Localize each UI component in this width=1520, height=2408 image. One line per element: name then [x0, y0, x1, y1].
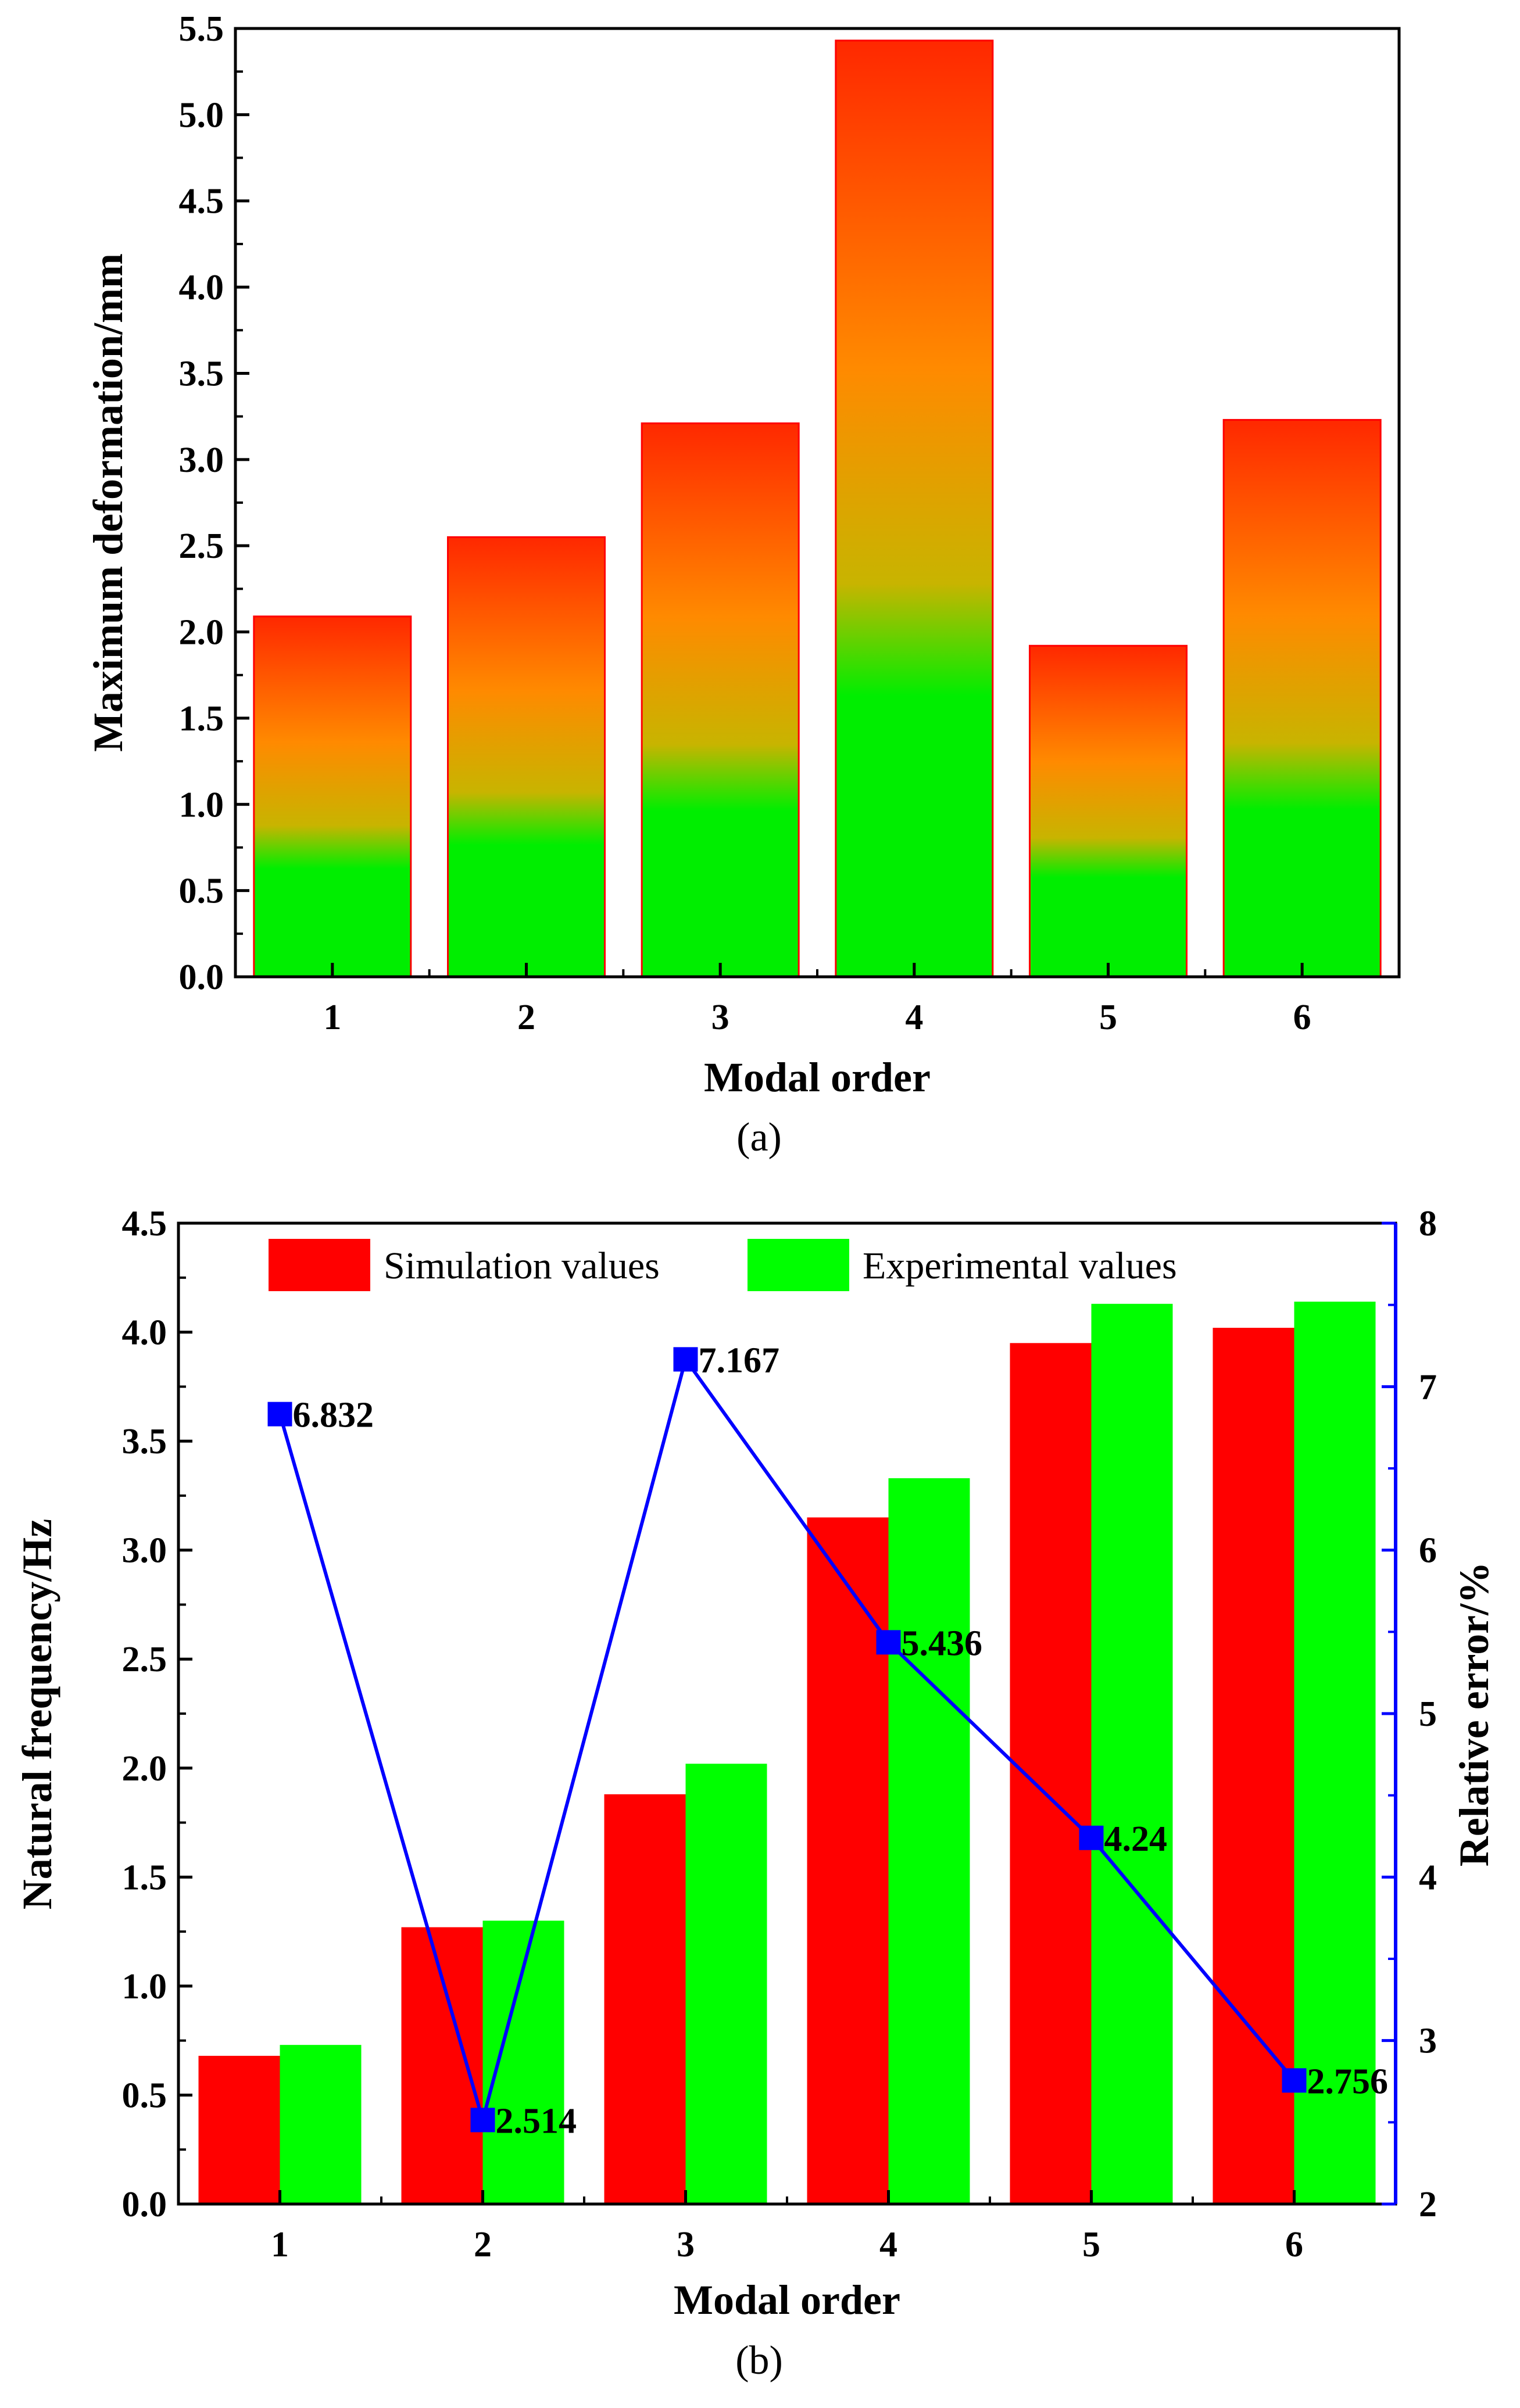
a-x-tick-label: 4 — [905, 998, 923, 1037]
error-data-label: 7.167 — [699, 1341, 780, 1380]
a-x-tick-label: 6 — [1293, 998, 1311, 1037]
error-marker-3 — [673, 1347, 698, 1372]
a-y-tick-label: 0.0 — [179, 958, 224, 997]
a-x-tick-label: 2 — [517, 998, 535, 1037]
b-exp-bar-1 — [280, 2045, 362, 2204]
b-y-tick-label-left: 2.5 — [122, 1640, 167, 1679]
a-y-tick-label: 3.5 — [179, 354, 224, 393]
b-sim-bar-6 — [1213, 1328, 1294, 2204]
a-y-ticks: 0.0 0.5 1.0 1.5 2.0 2.5 3.0 3.5 4.0 4.5 5.0 5.5 — [179, 9, 249, 997]
a-x-tick-label: 5 — [1099, 998, 1117, 1037]
b-x-tick-label: 4 — [879, 2225, 897, 2264]
a-bars — [253, 40, 1382, 978]
a-y-tick-label: 2.5 — [179, 526, 224, 566]
a-y-tick-label: 0.5 — [179, 872, 224, 911]
panel-a-caption: (a) — [736, 1115, 782, 1160]
b-y-tick-label-right: 6 — [1419, 1531, 1437, 1571]
a-bar-1 — [253, 615, 412, 978]
error-data-label: 2.756 — [1307, 2062, 1389, 2101]
b-exp-bar-4 — [888, 1478, 970, 2204]
b-y-tick-label-left: 3.0 — [122, 1531, 167, 1571]
b-x-tick-label: 2 — [474, 2225, 492, 2264]
b-y-tick-label-right: 8 — [1419, 1204, 1437, 1244]
b-x-tick-label: 5 — [1082, 2225, 1100, 2264]
a-y-tick-label: 3.0 — [179, 440, 224, 480]
a-bar-2 — [447, 536, 606, 978]
b-x-tick-label: 6 — [1285, 2225, 1303, 2264]
legend-swatch-simulation — [269, 1239, 370, 1291]
a-bar-3 — [641, 422, 800, 978]
b-y-tick-label-left: 0.0 — [122, 2185, 167, 2224]
b-sim-bar-1 — [198, 2055, 280, 2204]
b-y-tick-label-left: 3.5 — [122, 1422, 167, 1461]
error-data-label: 2.514 — [496, 2101, 577, 2141]
b-sim-bar-3 — [604, 1794, 686, 2204]
b-x-ticks: 1 2 3 4 5 6 — [271, 2190, 1303, 2264]
a-x-ticks: 1 2 3 4 5 6 — [323, 963, 1311, 1037]
b-y-tick-label-right: 3 — [1419, 2022, 1437, 2061]
b-y-ticks-right: 2 3 4 5 6 7 8 — [1382, 1204, 1437, 2224]
panel-b-caption: (b) — [735, 2338, 783, 2383]
b-x-tick-label: 1 — [271, 2225, 289, 2264]
a-y-tick-label: 5.0 — [179, 95, 224, 135]
b-error-line: 6.832 2.514 7.167 5.436 4.24 2.756 — [267, 1341, 1389, 2141]
legend-label-experimental: Experimental values — [863, 1245, 1177, 1287]
a-y-tick-label: 5.5 — [179, 9, 224, 49]
a-x-tick-label: 3 — [711, 998, 729, 1037]
a-bar-4 — [835, 40, 994, 978]
a-y-tick-label: 1.0 — [179, 785, 224, 825]
b-y-tick-label-left: 4.0 — [122, 1313, 167, 1353]
b-y-tick-label-left: 1.0 — [122, 1967, 167, 2006]
error-marker-5 — [1079, 1825, 1104, 1850]
b-sim-bar-2 — [401, 1927, 483, 2204]
b-y-tick-label-right: 4 — [1419, 1858, 1437, 1897]
b-y-tick-label-left: 4.5 — [122, 1204, 167, 1244]
a-x-tick-label: 1 — [323, 998, 341, 1037]
error-data-label: 5.436 — [902, 1624, 983, 1663]
a-x-axis-label: Modal order — [704, 1054, 931, 1101]
legend-label-simulation: Simulation values — [384, 1245, 660, 1287]
error-data-label: 4.24 — [1104, 1819, 1168, 1859]
b-exp-bar-6 — [1294, 1302, 1376, 2204]
b-bars — [198, 1302, 1376, 2204]
b-x-tick-label: 3 — [677, 2225, 695, 2264]
error-data-label: 6.832 — [293, 1396, 374, 1435]
error-marker-4 — [876, 1630, 901, 1655]
b-exp-bar-5 — [1091, 1303, 1173, 2204]
a-y-tick-label: 4.0 — [179, 268, 224, 307]
a-y-axis-label: Maximum deformation/mm — [85, 253, 131, 752]
error-polyline — [278, 1355, 1296, 2127]
b-y-axis-label-right: Relative error/% — [1451, 1562, 1497, 1866]
b-y-axis-label-left: Natural frequency/Hz — [14, 1519, 60, 1910]
b-sim-bar-4 — [807, 1517, 889, 2204]
a-bar-5 — [1029, 644, 1188, 978]
legend-swatch-experimental — [748, 1239, 849, 1291]
a-y-tick-label: 4.5 — [179, 182, 224, 221]
b-y-tick-label-left: 0.5 — [122, 2076, 167, 2115]
chart-a: 0.0 0.5 1.0 1.5 2.0 2.5 3.0 3.5 4.0 4.5 5.0 5.5 1 2 3… — [85, 9, 1401, 1160]
a-y-tick-label: 1.5 — [179, 699, 224, 739]
error-marker-6 — [1282, 2068, 1307, 2093]
b-y-tick-label-right: 2 — [1419, 2185, 1437, 2224]
b-exp-bar-3 — [685, 1764, 767, 2204]
error-marker-1 — [267, 1402, 292, 1427]
b-y-tick-label-right: 5 — [1419, 1694, 1437, 1734]
b-legend: Simulation values Experimental values — [269, 1239, 1177, 1291]
a-y-tick-label: 2.0 — [179, 613, 224, 653]
a-bar-6 — [1222, 419, 1382, 978]
error-marker-2 — [470, 2108, 495, 2133]
b-y-tick-label-left: 1.5 — [122, 1858, 167, 1897]
b-y-tick-label-left: 2.0 — [122, 1749, 167, 1789]
b-y-tick-label-right: 7 — [1419, 1367, 1437, 1407]
b-y-ticks-left: 0.0 0.5 1.0 1.5 2.0 2.5 3.0 3.5 4.0 4.5 — [122, 1204, 192, 2224]
b-x-axis-label: Modal order — [674, 2277, 900, 2323]
